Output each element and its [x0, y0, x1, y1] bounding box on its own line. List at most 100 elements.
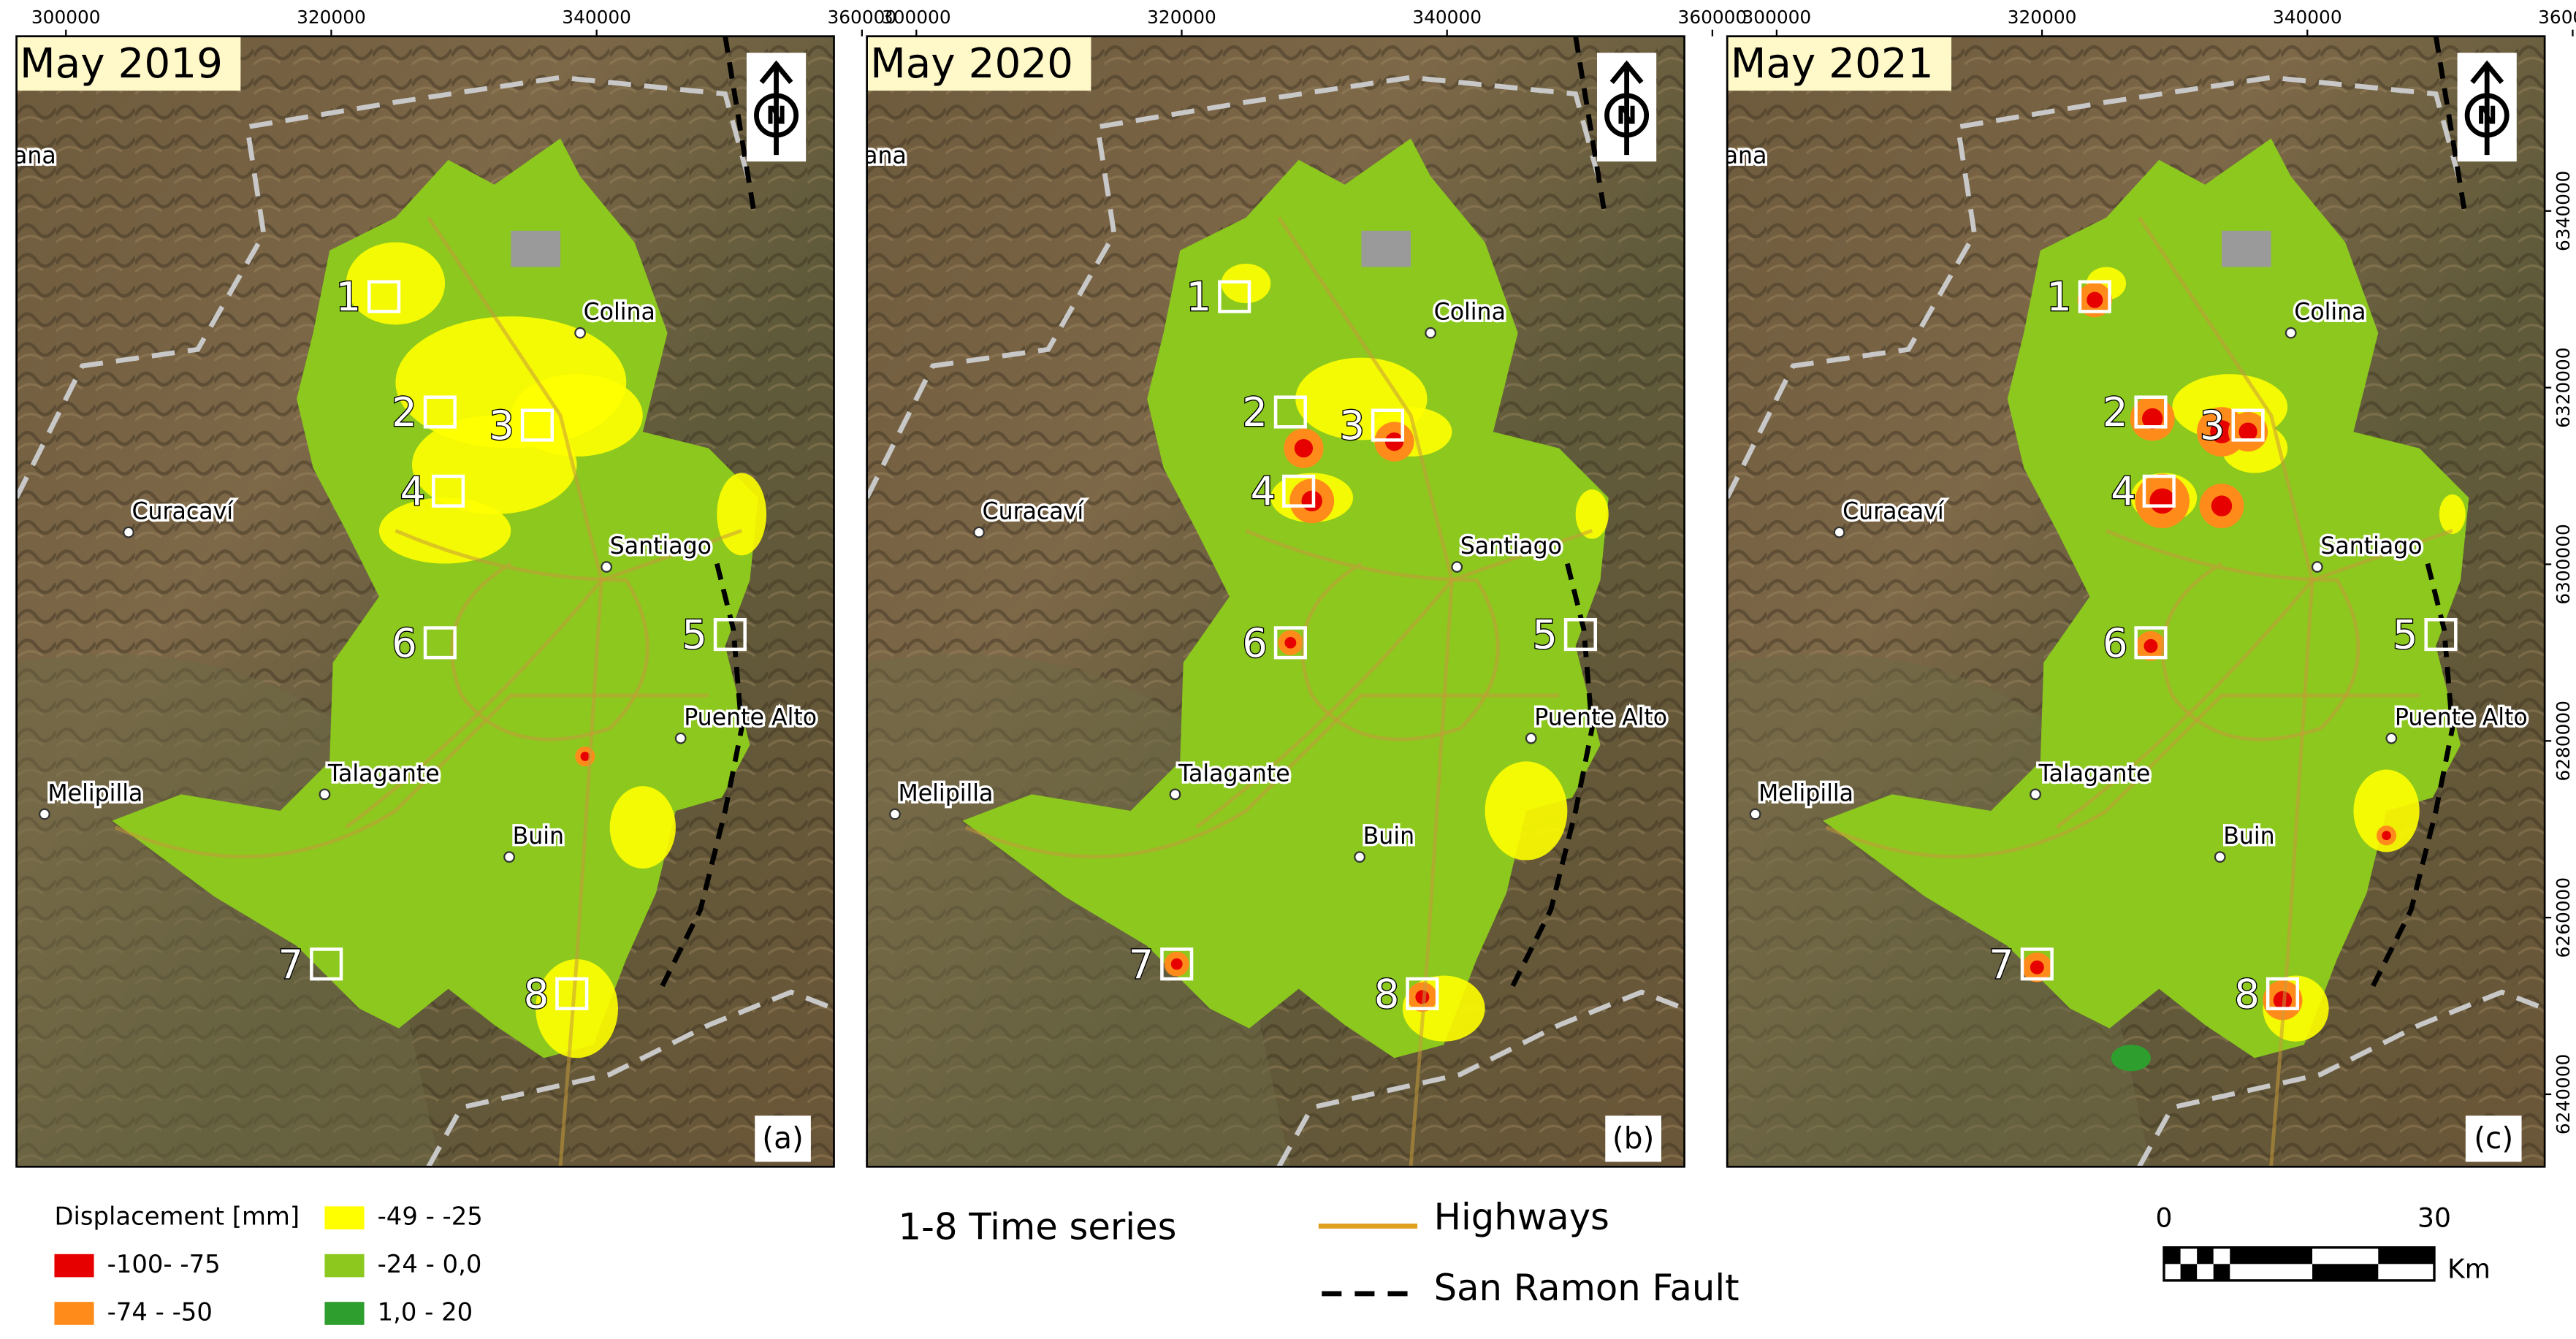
- airport: [1361, 230, 1411, 267]
- site-number: 7: [1129, 942, 1154, 988]
- place-name: ana: [864, 142, 907, 169]
- highway: [2106, 529, 2360, 741]
- place-dot: [889, 808, 901, 820]
- x-tick-label: 340000: [2273, 7, 2342, 28]
- airport: [2221, 230, 2271, 267]
- highways-label: Highways: [1434, 1196, 1609, 1238]
- scale-segment: [2180, 1264, 2198, 1281]
- fault-line: [723, 36, 758, 218]
- fault-line: [1573, 36, 1608, 218]
- legend-label: -24 - 0,0: [378, 1250, 482, 1278]
- site-number: 5: [2393, 612, 2417, 658]
- place-dot: [39, 808, 50, 820]
- y-tick-label: 6280000: [2553, 701, 2574, 781]
- map-content: ana Colina Curacaví Santiago Puente Alto Tala…: [1724, 36, 2545, 1167]
- map-panel: ana Colina Curacaví Santiago Puente Alto Tala…: [864, 7, 1747, 1168]
- place-name: Puente Alto: [684, 705, 817, 731]
- title-box: [1727, 36, 1952, 91]
- airport: [511, 230, 561, 267]
- place-dot: [1833, 526, 1845, 538]
- highway: [2055, 529, 2453, 829]
- scale-segment: [2230, 1247, 2313, 1264]
- legend-label: -49 - -25: [378, 1202, 483, 1231]
- site-box: [2020, 947, 2054, 981]
- uplift-patch: [2111, 1045, 2151, 1072]
- label-box: [1605, 1115, 1661, 1162]
- site-number: 4: [1251, 468, 1276, 514]
- site-number: 3: [1339, 403, 1364, 449]
- site-box: [713, 618, 747, 652]
- place-name: Buin: [2223, 823, 2274, 850]
- region-boundary: [426, 989, 834, 1167]
- panel-label: (c): [2474, 1121, 2513, 1156]
- legend-title: Displacement [mm]: [54, 1202, 300, 1231]
- displacement-patch: [1575, 489, 1609, 539]
- place-name: Melipilla: [898, 780, 993, 806]
- x-tick-label: 300000: [31, 7, 101, 28]
- site-box: [1371, 408, 1405, 442]
- site-number: 1: [2046, 274, 2071, 320]
- legend-label: -100- -75: [107, 1250, 221, 1278]
- site-box: [2231, 408, 2265, 442]
- panel-frame: [866, 35, 1685, 1168]
- site-number: 6: [392, 620, 416, 666]
- displacement-patch: [1485, 761, 1568, 861]
- site-number: 8: [2234, 972, 2259, 1018]
- place-dot: [574, 327, 586, 339]
- place-name: Talagante: [327, 760, 440, 787]
- panel-frame: [15, 35, 835, 1168]
- panel-title: May 2021: [1731, 40, 1934, 88]
- legend-label: 1,0 - 20: [378, 1298, 473, 1327]
- legend-swatch: [324, 1206, 365, 1229]
- label-box: [755, 1115, 811, 1162]
- place-dot: [2285, 327, 2297, 339]
- site-number: 3: [2200, 403, 2225, 449]
- site-number: 4: [2111, 468, 2135, 514]
- panel-title: May 2019: [20, 40, 223, 88]
- site-box: [1273, 626, 1307, 660]
- site-number: 7: [1989, 942, 2013, 988]
- map-content: ana Colina Curacaví Santiago Puente Alto Tala…: [16, 36, 834, 1167]
- site-number: 1: [336, 274, 361, 320]
- place-name: ana: [1724, 142, 1767, 169]
- x-tick-label: 320000: [2008, 7, 2077, 28]
- site-box: [1406, 977, 1439, 1010]
- displacement-patch: [2030, 960, 2044, 974]
- displacement-patch: [2382, 831, 2391, 841]
- place-dot: [1425, 327, 1437, 339]
- site-number: 3: [489, 403, 514, 449]
- region-boundary: [1727, 75, 2463, 499]
- north-arrow: [1609, 60, 1644, 156]
- scale-unit: Km: [2447, 1254, 2491, 1284]
- y-tick-label: 6260000: [2553, 877, 2574, 958]
- displacement-patch: [2439, 494, 2466, 534]
- panel-label: (a): [762, 1121, 804, 1156]
- place-dot: [319, 788, 331, 801]
- displacement-patch: [1170, 958, 1183, 970]
- displacement-patch: [2142, 408, 2163, 430]
- place-name: Buin: [513, 823, 564, 850]
- scale-segment: [2378, 1247, 2434, 1264]
- x-tick-label: 360000: [828, 7, 897, 28]
- place-name: Santiago: [2320, 533, 2422, 560]
- displacement-patch: [1284, 636, 1297, 649]
- legend-label: -74 - -50: [107, 1298, 213, 1327]
- place-name: Curacaví: [1843, 499, 1945, 525]
- place-name: Santiago: [610, 533, 712, 560]
- displacement-patch: [609, 786, 676, 869]
- fault-label: San Ramon Fault: [1434, 1267, 1739, 1309]
- displacement-patch: [2149, 488, 2176, 514]
- north-label: N: [766, 102, 786, 130]
- displacement-patch: [2353, 769, 2420, 852]
- x-tick-label: 340000: [562, 7, 631, 28]
- place-dot: [123, 526, 134, 538]
- displacement-patch: [378, 497, 511, 564]
- highway: [114, 693, 709, 859]
- place-name: Melipilla: [47, 780, 142, 806]
- place-name: Curacaví: [983, 499, 1085, 525]
- place-name: Melipilla: [1758, 780, 1853, 806]
- y-tick-label: 6240000: [2553, 1054, 2574, 1134]
- legend-swatch: [54, 1302, 94, 1325]
- place-name: Puente Alto: [1534, 705, 1667, 731]
- highway: [1825, 693, 2420, 859]
